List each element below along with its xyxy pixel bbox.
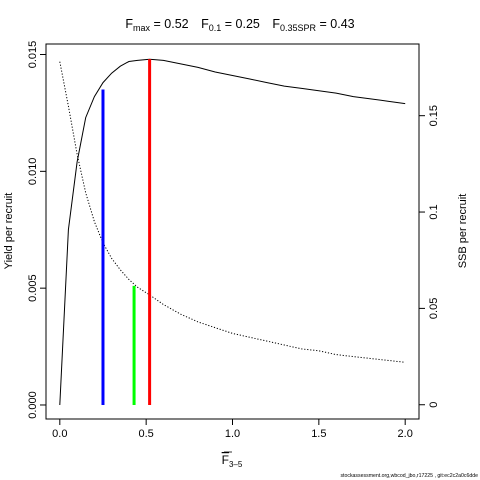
chart-title: Fmax = 0.52 F0.1 = 0.25 F0.35SPR = 0.43 (125, 17, 354, 33)
x-tick-label-0: 0.0 (52, 428, 67, 440)
x-tick-label-2: 1.0 (225, 428, 240, 440)
y-right-tick-label-2: 0.1 (428, 204, 440, 219)
x-tick-label-1: 0.5 (139, 428, 154, 440)
title-value-1: = 0.25 (221, 17, 260, 31)
x-label-subscript: 3–5 (229, 460, 243, 469)
y-right-tick-label-3: 0.15 (428, 105, 440, 126)
yield-per-recruit-curve (59, 58, 406, 406)
title-value-0: = 0.52 (150, 17, 189, 31)
x-axis-label: F3–5 (222, 453, 243, 469)
title-subscript-0: max (133, 23, 151, 33)
y-axis-right-label: SSB per recruit (457, 194, 469, 269)
x-axis: 0.0 0.5 1.0 1.5 2.0 (52, 418, 413, 440)
y-left-tick-label-2: 0.010 (27, 158, 39, 186)
y-left-tick-label-1: 0.005 (27, 274, 39, 302)
y-right-tick-label-0: 0 (428, 402, 440, 408)
x-label-symbol: F (222, 453, 229, 467)
series-group (59, 58, 406, 406)
y-left-tick-label-0: 0.000 (27, 391, 39, 419)
y-right-tick-label-1: 0.05 (428, 298, 440, 319)
reference-lines (101, 59, 152, 405)
ssb-per-recruit-curve (59, 61, 406, 363)
title-symbol-1: F (189, 17, 210, 31)
title-subscript-1: 0.1 (209, 23, 222, 33)
title-symbol-2: F (260, 17, 281, 31)
x-tick-label-3: 1.5 (311, 428, 326, 440)
y-axis-left-label: Yield per recruit (3, 193, 15, 270)
y-left-tick-label-3: 0.015 (27, 41, 39, 69)
y-axis-right: 0 0.05 0.1 0.15 (419, 105, 440, 408)
title-value-2: = 0.43 (316, 17, 355, 31)
y-axis-left: 0.000 0.005 0.010 0.015 (27, 41, 46, 419)
x-tick-label-4: 2.0 (398, 428, 413, 440)
footer-note: stockassessment.org,wbcod_jbo,r17225 , g… (340, 473, 478, 479)
title-symbol-0: F (125, 17, 133, 31)
title-subscript-2: 0.35SPR (280, 23, 317, 33)
